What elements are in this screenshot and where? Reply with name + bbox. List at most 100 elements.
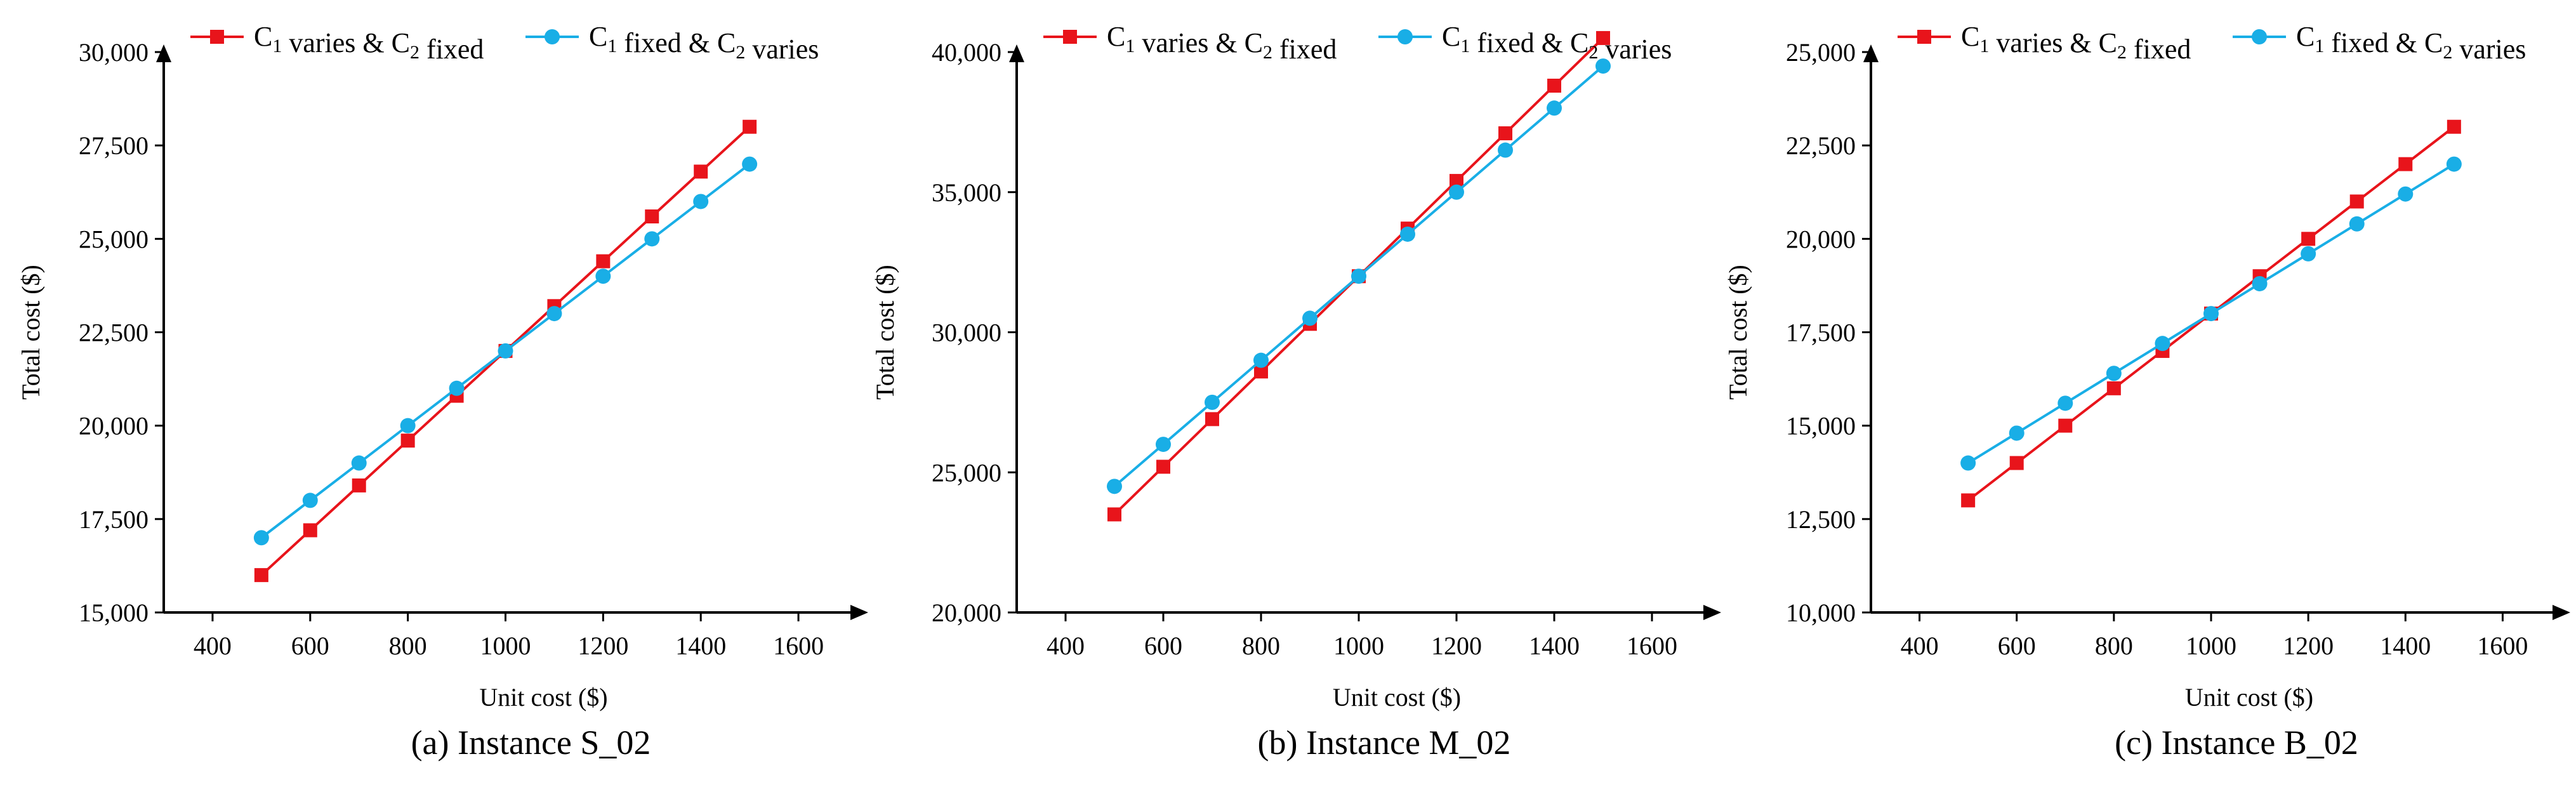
y-axis-label: Total cost ($) <box>1724 265 1752 400</box>
legend-label: C1 varies & C2 fixed <box>254 21 484 65</box>
data-point-circle <box>1400 226 1415 242</box>
y-axis-label: Total cost ($) <box>17 265 45 400</box>
x-axis-arrow <box>1703 605 1721 620</box>
data-point-circle <box>2301 246 2316 261</box>
data-point-circle <box>2252 275 2268 291</box>
x-tick-label: 1600 <box>773 632 824 660</box>
legend-label: C1 fixed & C2 varies <box>589 21 819 65</box>
panel-caption: (c) Instance B_02 <box>2115 724 2358 762</box>
series-2 <box>1107 58 1611 494</box>
y-tick-label: 15,000 <box>1786 412 1856 440</box>
legend-label: C1 fixed & C2 varies <box>2296 21 2526 65</box>
data-point-circle <box>351 455 367 471</box>
y-tick-label: 10,000 <box>1786 599 1856 627</box>
legend-label: C1 fixed & C2 varies <box>1442 21 1672 65</box>
x-tick-label: 1400 <box>2380 632 2431 660</box>
data-point-square <box>645 209 659 224</box>
x-tick-label: 400 <box>1901 632 1939 660</box>
data-point-circle <box>2057 395 2073 411</box>
data-point-square <box>1450 174 1463 188</box>
data-point-circle <box>2106 366 2122 381</box>
data-point-square <box>1596 30 1610 45</box>
data-point-circle <box>2155 336 2170 352</box>
x-tick-label: 800 <box>1242 632 1280 660</box>
x-tick-label: 400 <box>194 632 232 660</box>
data-point-square <box>400 433 415 448</box>
panel-caption: (b) Instance M_02 <box>1258 724 1511 762</box>
data-point-square <box>2301 232 2316 246</box>
x-tick-label: 600 <box>1144 632 1182 660</box>
x-tick-label: 1000 <box>1333 632 1384 660</box>
x-axis-arrow <box>850 605 868 620</box>
y-axis-arrow <box>1863 44 1879 62</box>
data-point-circle <box>1547 100 1562 116</box>
data-point-square <box>303 523 317 538</box>
data-point-square <box>1961 493 1976 508</box>
data-point-square <box>694 164 708 179</box>
x-tick-label: 1600 <box>1627 632 1677 660</box>
series-2 <box>253 156 758 546</box>
data-point-square <box>2349 194 2364 209</box>
y-tick-label: 30,000 <box>932 319 1001 347</box>
data-point-circle <box>1107 479 1122 494</box>
series-2 <box>1960 156 2462 471</box>
data-point-circle <box>498 343 513 359</box>
y-tick-label: 40,000 <box>932 38 1001 67</box>
y-tick-label: 12,500 <box>1786 505 1856 534</box>
data-point-circle <box>644 231 660 247</box>
data-point-circle <box>1449 184 1464 200</box>
data-point-square <box>743 119 757 134</box>
chart-panel-2: 400 600 800 1000 1200 1400 1600 20,000 25,000 30,… <box>871 21 1721 762</box>
y-tick-label: 15,000 <box>79 599 149 627</box>
data-point-square <box>2009 456 2024 470</box>
y-axis-label: Total cost ($) <box>871 265 899 400</box>
x-tick-label: 800 <box>389 632 427 660</box>
x-tick-label: 1400 <box>1529 632 1580 660</box>
data-point-circle <box>2446 156 2462 172</box>
y-tick-label: 25,000 <box>79 225 149 253</box>
y-tick-label: 20,000 <box>79 412 149 440</box>
data-point-square <box>1254 364 1268 379</box>
data-point-square <box>1156 460 1170 474</box>
legend-label: C1 varies & C2 fixed <box>1107 21 1337 65</box>
x-tick-label: 1200 <box>2283 632 2334 660</box>
x-tick-label: 600 <box>1998 632 2036 660</box>
data-point-circle <box>253 530 269 546</box>
y-tick-label: 17,500 <box>79 505 149 534</box>
data-point-square <box>2447 119 2461 134</box>
data-point-square <box>2058 418 2073 433</box>
x-tick-label: 1000 <box>480 632 531 660</box>
data-point-square <box>596 254 611 268</box>
data-point-circle <box>1351 268 1366 284</box>
legend: C1 varies & C2 fixed C1 fixed & C2 varies <box>1043 21 1672 65</box>
x-tick-label: 1200 <box>1431 632 1482 660</box>
y-tick-label: 30,000 <box>79 38 149 67</box>
data-point-circle <box>595 268 611 284</box>
data-point-square <box>1498 126 1512 141</box>
legend-marker-circle <box>1397 29 1413 44</box>
data-point-circle <box>693 194 709 209</box>
chart-panel-1: 400 600 800 1000 1200 1400 1600 15,000 17,500 20,… <box>17 21 868 762</box>
data-point-circle <box>1156 437 1171 453</box>
data-point-square <box>1205 412 1219 427</box>
y-tick-label: 35,000 <box>932 178 1001 207</box>
x-axis-label: Unit cost ($) <box>2185 683 2313 711</box>
data-point-circle <box>1302 310 1318 326</box>
data-point-circle <box>546 306 562 322</box>
chart-panel-3: 400 600 800 1000 1200 1400 1600 10,000 12,500 15,… <box>1724 21 2570 762</box>
legend-marker-square <box>1063 30 1077 44</box>
x-axis-label: Unit cost ($) <box>479 683 607 711</box>
legend-marker-circle <box>2252 29 2267 44</box>
x-tick-label: 1600 <box>2477 632 2528 660</box>
y-tick-label: 27,500 <box>79 131 149 160</box>
x-tick-label: 1200 <box>578 632 628 660</box>
legend: C1 varies & C2 fixed C1 fixed & C2 varies <box>190 21 819 65</box>
y-tick-label: 25,000 <box>932 458 1001 487</box>
y-tick-label: 20,000 <box>1786 225 1856 253</box>
panel-caption: (a) Instance S_02 <box>411 724 651 762</box>
x-axis-arrow <box>2553 605 2570 620</box>
y-tick-label: 20,000 <box>932 599 1001 627</box>
data-point-square <box>2398 157 2413 171</box>
